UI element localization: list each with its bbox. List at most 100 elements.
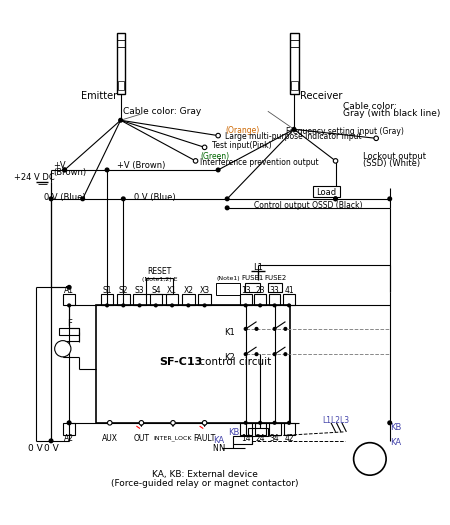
Text: M: M	[364, 450, 375, 460]
Text: 42: 42	[284, 434, 294, 443]
Text: (Force-guided relay or magnet contactor): (Force-guided relay or magnet contactor)	[111, 479, 298, 488]
Circle shape	[138, 304, 141, 307]
Text: Large multi-purpose indicator input: Large multi-purpose indicator input	[225, 132, 362, 141]
Text: +V: +V	[53, 161, 66, 170]
Circle shape	[244, 353, 247, 355]
Circle shape	[63, 168, 67, 172]
Circle shape	[187, 304, 190, 307]
Text: F: F	[67, 319, 72, 328]
Circle shape	[49, 197, 53, 201]
Circle shape	[122, 304, 125, 307]
Circle shape	[54, 341, 71, 357]
Circle shape	[388, 197, 392, 201]
Text: 0 V: 0 V	[28, 444, 43, 453]
Bar	[269, 293, 280, 306]
Text: S4: S4	[151, 286, 161, 295]
Text: S2: S2	[118, 286, 128, 295]
Text: 33: 33	[270, 286, 279, 295]
Circle shape	[225, 197, 229, 201]
Bar	[166, 293, 178, 306]
Text: Ui: Ui	[59, 344, 67, 353]
Circle shape	[154, 304, 157, 307]
Bar	[117, 293, 130, 306]
Text: 0 V (Blue): 0 V (Blue)	[44, 193, 86, 202]
Text: INTER_LOCK: INTER_LOCK	[154, 435, 192, 441]
Circle shape	[244, 328, 247, 330]
Circle shape	[194, 159, 198, 163]
Circle shape	[81, 197, 85, 201]
Bar	[245, 283, 260, 292]
Text: 41: 41	[284, 286, 294, 295]
Text: N: N	[218, 444, 225, 453]
Text: Test input(Pink): Test input(Pink)	[212, 141, 271, 150]
Bar	[198, 293, 211, 306]
Circle shape	[105, 168, 109, 172]
Bar	[182, 293, 195, 306]
Bar	[233, 436, 252, 445]
Circle shape	[203, 304, 206, 307]
Text: 0 V (Blue): 0 V (Blue)	[134, 193, 176, 202]
Text: K1: K1	[224, 328, 234, 337]
Text: (Orange): (Orange)	[225, 125, 260, 135]
Circle shape	[119, 119, 122, 122]
Circle shape	[284, 328, 287, 330]
Circle shape	[255, 353, 258, 355]
Text: X2: X2	[183, 286, 194, 295]
Circle shape	[259, 304, 261, 307]
Circle shape	[288, 422, 290, 424]
Text: (Note1,2) E: (Note1,2) E	[142, 277, 177, 282]
Bar	[146, 278, 173, 293]
Text: X1: X1	[167, 286, 177, 295]
Circle shape	[273, 328, 276, 330]
Bar	[63, 423, 76, 435]
Text: +V (Brown): +V (Brown)	[117, 161, 166, 170]
Bar	[248, 428, 268, 436]
Bar	[59, 328, 79, 335]
Circle shape	[139, 421, 144, 425]
Circle shape	[374, 136, 378, 141]
Circle shape	[288, 304, 290, 307]
Bar	[96, 306, 290, 423]
Circle shape	[334, 197, 338, 201]
Circle shape	[68, 286, 71, 289]
Bar	[269, 423, 281, 435]
Text: Frequency setting input (Gray): Frequency setting input (Gray)	[286, 128, 404, 136]
Bar	[254, 293, 266, 306]
Circle shape	[259, 422, 261, 424]
Text: Gray (with black line): Gray (with black line)	[343, 109, 440, 119]
Bar	[268, 283, 282, 292]
Text: (SSD) (White): (SSD) (White)	[363, 159, 420, 168]
Circle shape	[284, 353, 287, 355]
Text: FAULT: FAULT	[194, 434, 216, 443]
Bar	[240, 423, 252, 435]
Text: 14: 14	[241, 434, 251, 443]
Text: A1: A1	[64, 286, 74, 295]
Circle shape	[202, 145, 207, 150]
Text: Cable color:: Cable color:	[343, 102, 396, 111]
Circle shape	[63, 168, 67, 172]
Text: SF-C13: SF-C13	[159, 358, 202, 368]
Circle shape	[106, 304, 108, 307]
Text: (Brown): (Brown)	[53, 168, 86, 177]
Text: AUX: AUX	[102, 434, 118, 443]
Text: 13: 13	[241, 286, 251, 295]
Bar	[117, 33, 125, 94]
Text: S3: S3	[135, 286, 144, 295]
Text: KA: KA	[213, 436, 225, 445]
Text: 23: 23	[255, 286, 265, 295]
Text: X3: X3	[199, 286, 210, 295]
Circle shape	[216, 133, 220, 138]
Circle shape	[244, 422, 247, 424]
Text: 0 V: 0 V	[44, 444, 58, 453]
Text: 3~: 3~	[363, 460, 377, 469]
Text: Control output OSSD (Black): Control output OSSD (Black)	[254, 201, 363, 209]
Bar	[63, 293, 76, 306]
Bar	[290, 33, 298, 94]
Circle shape	[108, 421, 112, 425]
Text: K2: K2	[224, 353, 234, 362]
Text: (Note1): (Note1)	[216, 276, 240, 281]
Circle shape	[388, 421, 392, 425]
Text: FUSE2: FUSE2	[264, 275, 286, 281]
Circle shape	[216, 168, 220, 172]
Bar	[255, 423, 266, 435]
